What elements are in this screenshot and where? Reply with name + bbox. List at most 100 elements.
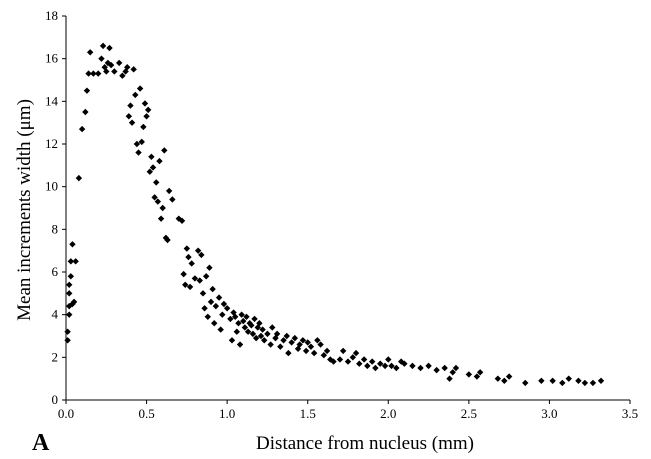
data-point	[401, 360, 408, 367]
data-point	[277, 343, 284, 350]
y-tick-label: 0	[52, 392, 59, 407]
data-point	[164, 236, 171, 244]
data-point	[417, 364, 424, 372]
data-point	[69, 241, 76, 248]
y-tick-label: 14	[45, 93, 59, 108]
data-point	[241, 324, 249, 331]
data-point	[165, 187, 173, 195]
data-point	[273, 330, 281, 338]
x-axis-label: Distance from nucleus (mm)	[256, 433, 474, 454]
data-point	[186, 283, 194, 291]
data-point	[82, 108, 89, 116]
data-point	[299, 337, 307, 344]
data-point	[476, 369, 484, 376]
data-point	[98, 55, 105, 62]
data-point	[90, 70, 97, 77]
data-point	[64, 337, 71, 344]
y-tick-label: 16	[45, 51, 59, 66]
x-tick-label: 3.5	[622, 406, 638, 421]
data-point	[465, 371, 473, 378]
data-point	[296, 341, 303, 348]
data-point	[144, 106, 152, 114]
data-point	[283, 332, 290, 340]
data-point	[302, 347, 310, 355]
data-point	[151, 194, 158, 201]
data-point	[259, 326, 266, 333]
y-tick-label: 4	[52, 307, 59, 322]
data-point	[368, 358, 376, 365]
data-point	[589, 379, 597, 387]
data-point	[169, 196, 176, 203]
data-point	[235, 320, 242, 327]
data-point	[219, 311, 226, 318]
data-point	[148, 153, 155, 160]
data-point	[575, 377, 582, 384]
data-point	[140, 123, 147, 131]
y-tick-label: 2	[52, 349, 59, 364]
y-tick-label: 10	[45, 179, 58, 194]
data-point	[304, 339, 311, 346]
data-point	[83, 87, 91, 94]
data-point	[280, 337, 287, 344]
data-point	[336, 356, 344, 363]
data-point	[538, 377, 545, 384]
data-point	[75, 174, 83, 182]
data-point	[267, 341, 274, 348]
data-point	[344, 358, 352, 365]
data-point	[206, 264, 213, 271]
data-point	[217, 326, 224, 333]
data-point	[180, 270, 187, 278]
data-point	[220, 300, 228, 308]
data-point	[238, 311, 245, 318]
data-point	[494, 375, 502, 382]
data-point	[310, 349, 318, 357]
data-point	[330, 358, 337, 365]
data-point	[473, 373, 481, 380]
data-point	[201, 305, 208, 312]
data-point	[243, 313, 250, 320]
data-point	[66, 281, 73, 288]
data-point	[232, 313, 239, 320]
data-point	[501, 377, 508, 384]
data-point	[162, 234, 170, 242]
y-tick-label: 18	[45, 8, 58, 23]
data-point	[64, 328, 71, 335]
data-point	[446, 375, 453, 382]
x-tick-label: 1.0	[219, 406, 235, 421]
data-point	[597, 377, 605, 384]
data-point	[236, 341, 244, 348]
data-point	[264, 330, 271, 338]
data-point	[99, 42, 107, 50]
data-point	[204, 313, 212, 320]
data-point	[565, 375, 572, 382]
data-point	[132, 91, 139, 99]
data-point	[198, 251, 205, 259]
data-point	[364, 362, 371, 370]
x-tick-label: 0.5	[138, 406, 154, 421]
data-point	[135, 149, 142, 156]
data-point	[209, 285, 216, 293]
data-point	[288, 339, 295, 346]
data-point	[199, 290, 207, 297]
data-point	[233, 328, 241, 335]
data-point	[314, 337, 321, 344]
y-tick-label: 12	[45, 136, 58, 151]
data-point	[212, 302, 220, 310]
data-point	[128, 119, 136, 126]
data-point	[211, 320, 218, 327]
x-tick-label: 2.5	[461, 406, 477, 421]
data-point	[252, 334, 260, 342]
data-point	[156, 157, 163, 165]
data-point	[111, 68, 118, 75]
data-point	[377, 360, 384, 367]
data-point	[356, 360, 363, 367]
data-point	[130, 66, 137, 73]
data-point	[125, 113, 133, 120]
tick-marks	[62, 15, 631, 404]
data-point	[228, 337, 236, 344]
data-point	[85, 70, 92, 77]
data-point	[141, 100, 149, 107]
axes	[65, 16, 630, 401]
data-point	[72, 258, 79, 265]
data-point	[215, 294, 223, 301]
